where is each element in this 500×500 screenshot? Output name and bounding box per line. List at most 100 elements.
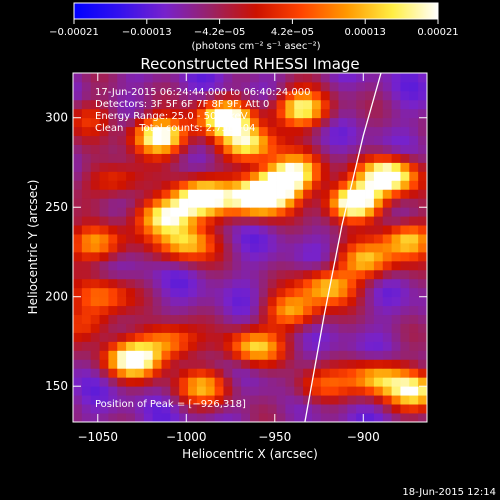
heatmap-cell [400,260,410,271]
heatmap-cell [117,153,127,163]
heatmap-cell [170,359,180,369]
heatmap-cell [365,350,375,360]
heatmap-cell [391,180,401,190]
heatmap-cell [303,269,313,280]
heatmap-cell [294,386,304,396]
heatmap-cell [108,171,118,181]
heatmap-cell [365,413,375,422]
heatmap-cell [409,90,419,101]
heatmap-cell [285,323,295,333]
heatmap-cell [347,216,357,226]
heatmap-cell [117,73,127,83]
heatmap-cell [365,359,375,369]
heatmap-cell [90,207,100,217]
heatmap-cell [214,216,224,226]
heatmap-cell [73,287,83,298]
heatmap-cell [81,90,92,101]
heatmap-cell [179,135,189,145]
heatmap-cell [365,117,375,128]
heatmap-cell [365,278,375,289]
heatmap-cell [108,251,118,262]
heatmap-cell [294,377,304,387]
heatmap-cell [311,251,322,262]
heatmap-cell [196,171,207,181]
heatmap-cell [418,126,427,137]
heatmap-cell [205,413,215,422]
heatmap-cell [205,341,215,351]
heatmap-cell [276,162,286,172]
heatmap-cell [258,377,269,387]
heatmap-cell [356,162,366,172]
heatmap-cell [320,413,331,422]
heatmap-cell [143,108,154,119]
heatmap-cell [294,225,304,235]
heatmap-cell [205,234,215,244]
heatmap-cell [409,251,419,262]
heatmap-cell [126,296,136,307]
heatmap-cell [276,153,286,163]
heatmap-cell [365,234,375,244]
heatmap-cell [267,90,277,101]
heatmap-cell [214,153,224,163]
heatmap-cell [303,413,313,422]
heatmap-cell [232,180,242,190]
heatmap-cell [311,395,322,405]
heatmap-cell [418,287,427,298]
heatmap-cell [400,359,410,369]
heatmap-cell [418,305,427,316]
heatmap-cell [409,126,419,137]
heatmap-cell [329,216,339,226]
heatmap-cell [117,207,127,217]
heatmap-cell [90,377,100,387]
heatmap-cell [267,386,277,396]
heatmap-cell [356,189,366,199]
heatmap-cell [400,386,410,396]
heatmap-cell [241,180,251,190]
heatmap-cell [170,395,180,405]
heatmap-cell [365,189,375,199]
heatmap-cell [373,180,384,190]
heatmap-cell [232,305,242,316]
heatmap-cell [99,117,109,128]
heatmap-cell [418,386,427,396]
heatmap-cell [356,126,366,137]
heatmap-cell [303,359,313,369]
heatmap-cell [188,395,198,405]
heatmap-cell [134,278,145,289]
heatmap-cell [205,386,215,396]
heatmap-cell [347,386,357,396]
heatmap-cell [81,81,92,92]
heatmap-cell [356,377,366,387]
heatmap-cell [134,189,145,199]
heatmap-cell [188,359,198,369]
heatmap-cell [338,108,348,119]
heatmap-cell [196,332,207,342]
heatmap-cell [196,81,207,92]
heatmap-cell [418,171,427,181]
heatmap-cell [329,305,339,316]
heatmap-cell [373,234,384,244]
heatmap-cell [205,269,215,280]
heatmap-cell [329,234,339,244]
heatmap-cell [205,171,215,181]
heatmap-cell [81,386,92,396]
heatmap-cell [232,73,242,83]
colorbar-ticks [73,19,439,24]
heatmap-cell [320,287,331,298]
heatmap-cell [81,278,92,289]
heatmap-cell [400,350,410,360]
heatmap-cell [143,323,154,333]
heatmap-cell [258,207,269,217]
heatmap-cell [188,180,198,190]
heatmap-cell [365,81,375,92]
heatmap-cell [373,162,384,172]
heatmap-cell [126,413,136,422]
heatmap-cell [258,278,269,289]
heatmap-cell [294,117,304,128]
heatmap-cell [108,332,118,342]
heatmap-cell [205,243,215,253]
heatmap-cell [373,207,384,217]
heatmap-cell [250,395,260,405]
heatmap-cell [391,314,401,324]
heatmap-cell [258,350,269,360]
